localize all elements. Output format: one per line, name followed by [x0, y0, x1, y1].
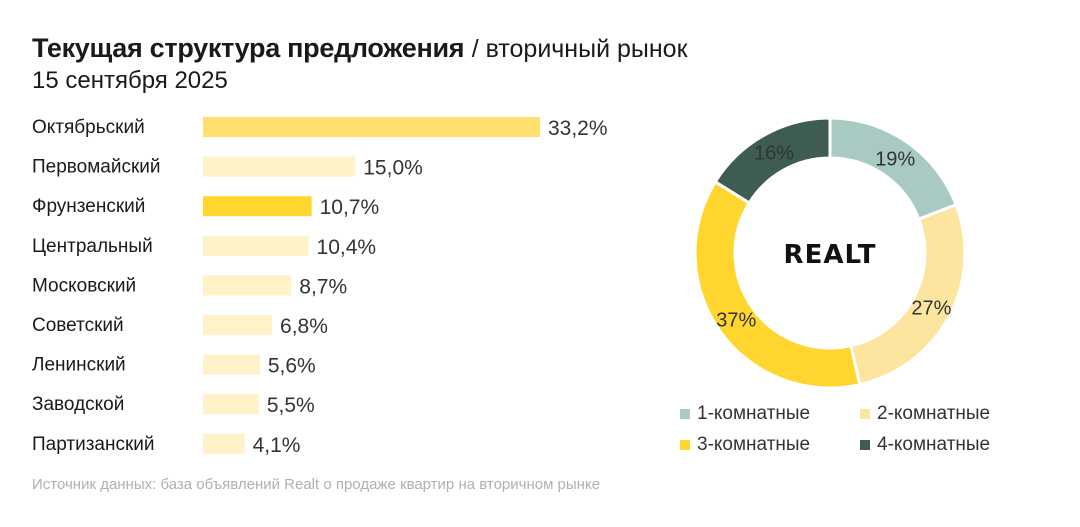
bar-value-label: 4,1% — [253, 434, 301, 457]
category-label: Московский — [32, 275, 136, 296]
chart-title-line: Текущая структура предложения / вторичны… — [32, 30, 688, 67]
legend-swatch — [860, 440, 870, 450]
legend-swatch — [680, 440, 690, 450]
bar-value-label: 6,8% — [280, 315, 328, 338]
legend-swatch — [680, 409, 690, 419]
donut-slice — [693, 179, 862, 390]
category-label: Центральный — [32, 236, 153, 257]
donut-slice — [713, 116, 832, 205]
category-label: Первомайский — [32, 157, 161, 178]
bar-value-label: 33,2% — [548, 117, 608, 140]
slice-value-label: 27% — [911, 297, 951, 319]
bar — [203, 117, 540, 137]
chart-date: 15 сентября 2025 — [32, 67, 228, 94]
realt-logo: REALT — [784, 240, 877, 270]
bar — [203, 275, 292, 296]
legend-label: 4-комнатные — [877, 434, 991, 455]
bar-value-label: 5,6% — [268, 355, 316, 378]
bar — [203, 394, 259, 415]
slice-value-label: 16% — [754, 143, 794, 165]
category-label: Партизанский — [32, 434, 155, 455]
category-label: Ленинский — [32, 355, 126, 376]
bar — [203, 433, 245, 454]
district-bar-chart: Октябрьский 33,2% Первомайский 15,0% Фрунзен… — [32, 117, 608, 457]
category-label: Заводской — [32, 394, 124, 415]
donut-slice — [849, 202, 967, 387]
bar-value-label: 15,0% — [363, 157, 423, 180]
bar-value-label: 10,4% — [317, 236, 377, 259]
bar-value-label: 8,7% — [299, 275, 347, 298]
legend-label: 3-комнатные — [697, 434, 811, 455]
data-source-note: Источник данных: база объявлений Realt о… — [32, 476, 601, 493]
slice-value-label: 19% — [875, 148, 915, 170]
legend-item: 4-комнатные — [860, 434, 990, 456]
bar — [203, 315, 273, 335]
slice-value-label: 37% — [716, 310, 756, 332]
category-label: Фрунзенский — [32, 196, 145, 217]
bar-value-label: 10,7% — [320, 196, 380, 219]
bar — [203, 235, 309, 256]
category-label: Октябрьский — [32, 117, 145, 138]
category-label: Советский — [32, 315, 124, 336]
legend-item: 3-комнатные — [680, 434, 810, 456]
chart-subtitle: / вторичный рынок — [471, 35, 688, 63]
bar-value-label: 5,5% — [267, 394, 315, 417]
bar — [203, 156, 356, 177]
rooms-donut-chart: 19% 27% 37% 16% REALT — [693, 116, 967, 390]
bar — [203, 354, 260, 375]
bar — [203, 196, 312, 217]
legend-swatch — [860, 409, 870, 419]
chart-title: Текущая структура предложения — [32, 33, 465, 63]
